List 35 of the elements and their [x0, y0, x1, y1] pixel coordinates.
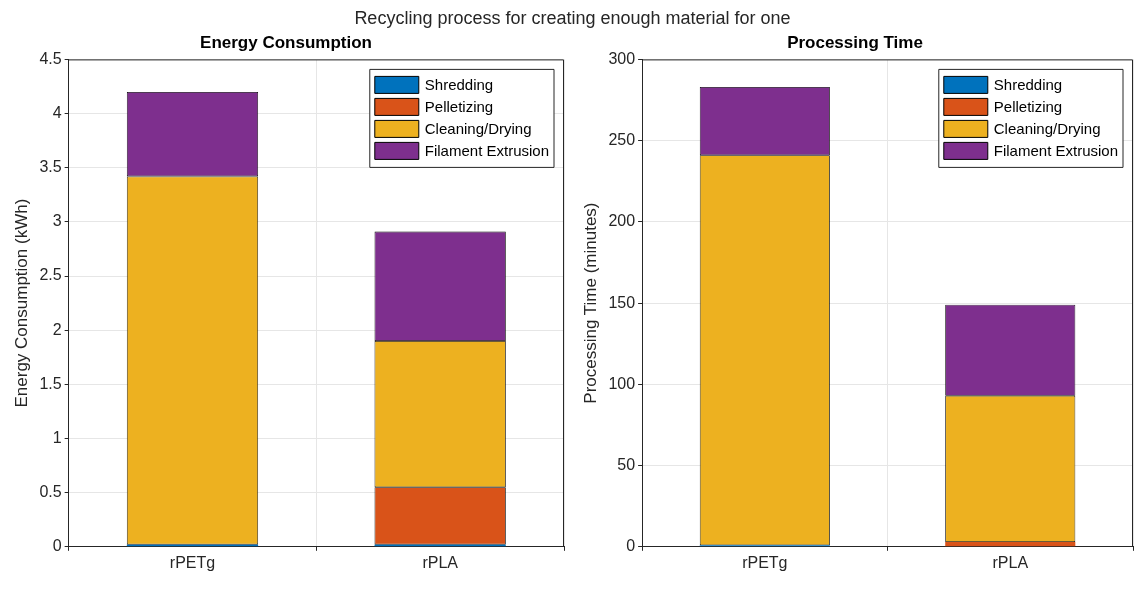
y-tick-label: 300	[608, 49, 636, 67]
x-tick-label: rPLA	[992, 553, 1029, 571]
y-tick-label: 2	[52, 320, 62, 338]
legend-label: Shredding	[424, 75, 494, 93]
y-tick-label: 50	[617, 455, 636, 473]
chart-title: Processing Time	[787, 32, 923, 52]
legend-label: Pelletizing	[424, 97, 494, 115]
y-axis-title: Processing Time (minutes)	[580, 202, 600, 404]
legend-label: Filament Extrusion	[424, 141, 550, 159]
y-axis-title: Energy Consumption (kWh)	[11, 198, 31, 408]
y-tick-label: 4	[52, 103, 62, 121]
y-tick-label: 1.5	[39, 374, 62, 392]
legend-label: Pelletizing	[993, 97, 1063, 115]
legend-label: Cleaning/Drying	[993, 119, 1101, 137]
y-tick-label: 250	[608, 131, 636, 149]
y-tick-label: 4.5	[39, 49, 62, 67]
y-tick-label: 150	[608, 293, 636, 311]
y-tick-label: 1	[52, 428, 62, 446]
legend-label: Shredding	[993, 75, 1063, 93]
y-tick-label: 3	[52, 212, 62, 230]
legend-label: Cleaning/Drying	[424, 119, 532, 137]
x-tick-label: rPETg	[169, 553, 216, 571]
y-tick-label: 2.5	[39, 266, 62, 284]
y-tick-label: 0	[52, 537, 62, 555]
y-tick-label: 100	[608, 374, 636, 392]
bar	[945, 541, 1076, 547]
text: Recycling process for creating enough material for one	[353, 8, 792, 29]
y-tick-label: 0	[626, 537, 636, 555]
y-tick-label: 200	[608, 212, 636, 230]
y-tick-label: 0.5	[39, 483, 62, 501]
x-tick-label: rPETg	[742, 553, 788, 571]
x-tick-label: rPLA	[422, 553, 459, 571]
legend-label: Filament Extrusion	[993, 141, 1119, 159]
chart-title: Energy Consumption	[200, 32, 372, 52]
y-tick-label: 3.5	[39, 158, 62, 176]
